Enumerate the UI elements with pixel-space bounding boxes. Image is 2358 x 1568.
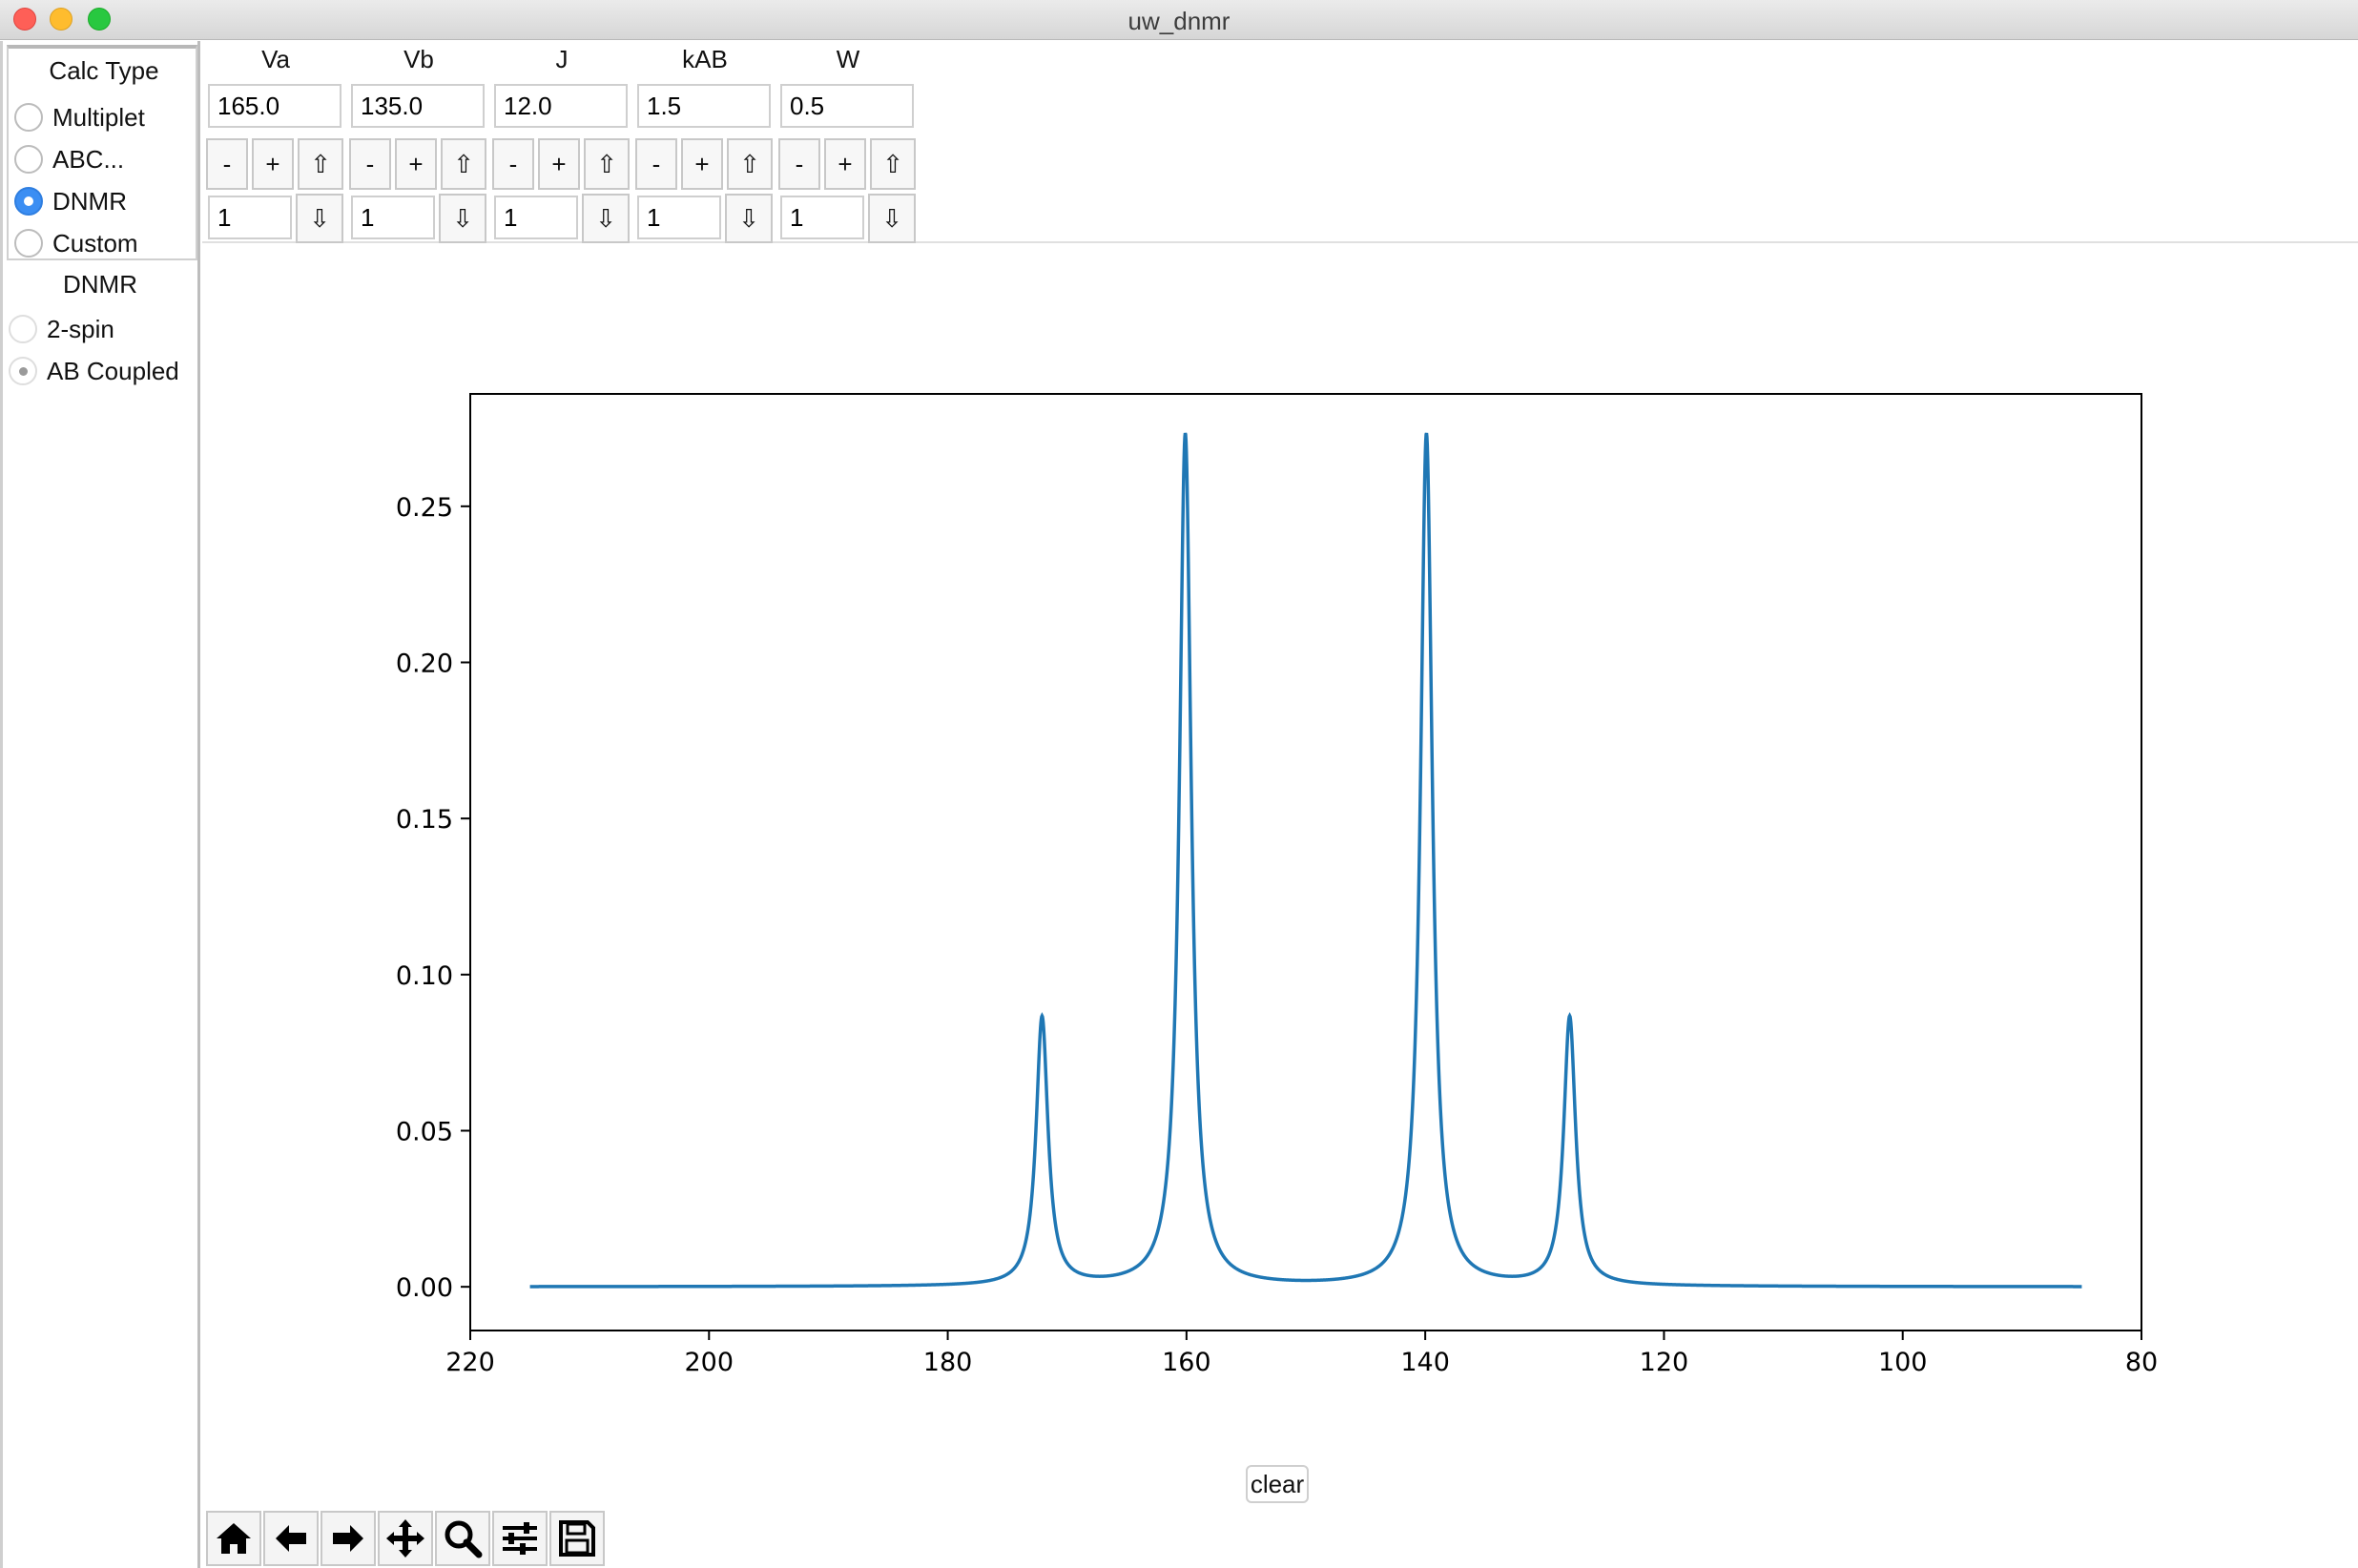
vb-decrement-button[interactable]: - <box>349 138 391 190</box>
calc-type-multiplet[interactable]: Multiplet <box>14 98 145 136</box>
y-tick-label: 0.00 <box>396 1273 453 1303</box>
va-decrement-button[interactable]: - <box>206 138 248 190</box>
calc-type-group: Calc Type Multiplet ABC... DNMR Custom <box>7 45 197 260</box>
kab-step-up-button[interactable]: ⇧ <box>727 138 773 190</box>
dnmr-model-2-spin[interactable]: 2-spin <box>9 310 114 348</box>
radio-label: ABC... <box>52 144 125 174</box>
kab-increment-button[interactable]: + <box>681 138 723 190</box>
param-label: Va <box>261 45 290 73</box>
radio-label: AB Coupled <box>47 356 179 385</box>
y-tick-label: 0.25 <box>396 493 453 523</box>
x-tick-label: 120 <box>1640 1348 1689 1377</box>
va-increment-button[interactable]: + <box>252 138 294 190</box>
vb-step-down-button[interactable]: ⇩ <box>439 194 486 243</box>
clear-button[interactable]: clear <box>1246 1465 1309 1503</box>
zoom-window-button[interactable] <box>88 8 111 31</box>
x-tick-label: 140 <box>1400 1348 1450 1377</box>
radio-icon[interactable] <box>14 103 43 132</box>
va-step-down-button[interactable]: ⇩ <box>296 194 343 243</box>
w-decrement-button[interactable]: - <box>778 138 820 190</box>
save-icon <box>559 1520 595 1557</box>
param-label: Vb <box>403 45 434 73</box>
spectrum-line <box>529 432 2082 1289</box>
dnmr-model-title: DNMR <box>63 270 137 299</box>
spectrum-chart[interactable]: 220 200 180 160 140 120 100 80 0.00 0.05 0.10 0.15 0… <box>202 245 2358 1456</box>
va-step-up-button[interactable]: ⇧ <box>298 138 343 190</box>
y-tick-label: 0.10 <box>396 961 453 991</box>
pan-button[interactable] <box>378 1511 433 1566</box>
calc-type-dnmr[interactable]: DNMR <box>14 182 127 220</box>
vb-input[interactable] <box>351 84 485 128</box>
x-tick-label: 180 <box>923 1348 973 1377</box>
close-window-button[interactable] <box>13 8 36 31</box>
param-label: W <box>836 45 860 73</box>
forward-button[interactable] <box>321 1511 376 1566</box>
j-step-input[interactable] <box>494 196 578 239</box>
radio-icon[interactable] <box>14 229 43 258</box>
kab-input[interactable] <box>637 84 771 128</box>
spectrum-plot-svg[interactable]: 220 200 180 160 140 120 100 80 0.00 0.05 0.10 0.15 0… <box>202 245 2358 1456</box>
pan-icon <box>386 1519 424 1558</box>
parameter-panel: Va - + ⇧ ⇩ Vb - + ⇧ ⇩ J - + ⇧ ⇩ <box>202 41 2358 243</box>
y-tick-label: 0.15 <box>396 805 453 835</box>
plot-toolbar <box>206 1511 607 1566</box>
save-button[interactable] <box>549 1511 605 1566</box>
w-input[interactable] <box>780 84 914 128</box>
vb-step-input[interactable] <box>351 196 435 239</box>
j-increment-button[interactable]: + <box>538 138 580 190</box>
radio-label: 2-spin <box>47 314 114 343</box>
zoom-button[interactable] <box>435 1511 490 1566</box>
title-bar: uw_dnmr <box>0 0 2358 40</box>
back-button[interactable] <box>263 1511 319 1566</box>
zoom-icon <box>445 1520 483 1558</box>
x-tick-label: 80 <box>2125 1348 2158 1377</box>
param-label: J <box>555 45 569 73</box>
kab-step-input[interactable] <box>637 196 721 239</box>
x-tick-label: 220 <box>445 1348 495 1377</box>
y-tick-label: 0.05 <box>396 1118 453 1147</box>
j-decrement-button[interactable]: - <box>492 138 534 190</box>
x-tick-label: 160 <box>1162 1348 1211 1377</box>
y-tick-label: 0.20 <box>396 650 453 679</box>
radio-label: Multiplet <box>52 102 145 132</box>
x-tick-label: 200 <box>685 1348 734 1377</box>
calc-type-title: Calc Type <box>49 56 159 85</box>
radio-label: DNMR <box>52 186 127 216</box>
w-step-up-button[interactable]: ⇧ <box>870 138 916 190</box>
vb-step-up-button[interactable]: ⇧ <box>441 138 486 190</box>
radio-selected-icon[interactable] <box>14 187 43 216</box>
radio-icon[interactable] <box>9 315 37 343</box>
radio-icon[interactable] <box>14 145 43 174</box>
calc-type-abc[interactable]: ABC... <box>14 140 124 178</box>
sidebar: Calc Type Multiplet ABC... DNMR Custom D… <box>0 41 200 1568</box>
kab-decrement-button[interactable]: - <box>635 138 677 190</box>
va-step-input[interactable] <box>208 196 292 239</box>
configure-subplots-button[interactable] <box>492 1511 548 1566</box>
forward-arrow-icon <box>333 1525 363 1552</box>
radio-label: Custom <box>52 228 138 258</box>
j-step-up-button[interactable]: ⇧ <box>584 138 630 190</box>
j-input[interactable] <box>494 84 628 128</box>
w-step-input[interactable] <box>780 196 864 239</box>
param-label: kAB <box>682 45 728 73</box>
w-increment-button[interactable]: + <box>824 138 866 190</box>
minimize-window-button[interactable] <box>50 8 72 31</box>
home-button[interactable] <box>206 1511 261 1566</box>
axis-ticks: 220 200 180 160 140 120 100 80 0.00 0.05 0.10 0.15 0… <box>396 493 2158 1377</box>
configure-subplots-icon <box>503 1522 537 1555</box>
home-icon <box>217 1523 251 1554</box>
x-tick-label: 100 <box>1878 1348 1928 1377</box>
kab-step-down-button[interactable]: ⇩ <box>725 194 773 243</box>
va-input[interactable] <box>208 84 341 128</box>
window-title: uw_dnmr <box>1127 7 1231 35</box>
dnmr-model-ab-coupled[interactable]: AB Coupled <box>9 352 179 390</box>
calc-type-custom[interactable]: Custom <box>14 224 138 262</box>
plot-frame <box>469 393 2142 1331</box>
back-arrow-icon <box>276 1525 306 1552</box>
radio-selected-icon[interactable] <box>9 357 37 385</box>
vb-increment-button[interactable]: + <box>395 138 437 190</box>
w-step-down-button[interactable]: ⇩ <box>868 194 916 243</box>
j-step-down-button[interactable]: ⇩ <box>582 194 630 243</box>
